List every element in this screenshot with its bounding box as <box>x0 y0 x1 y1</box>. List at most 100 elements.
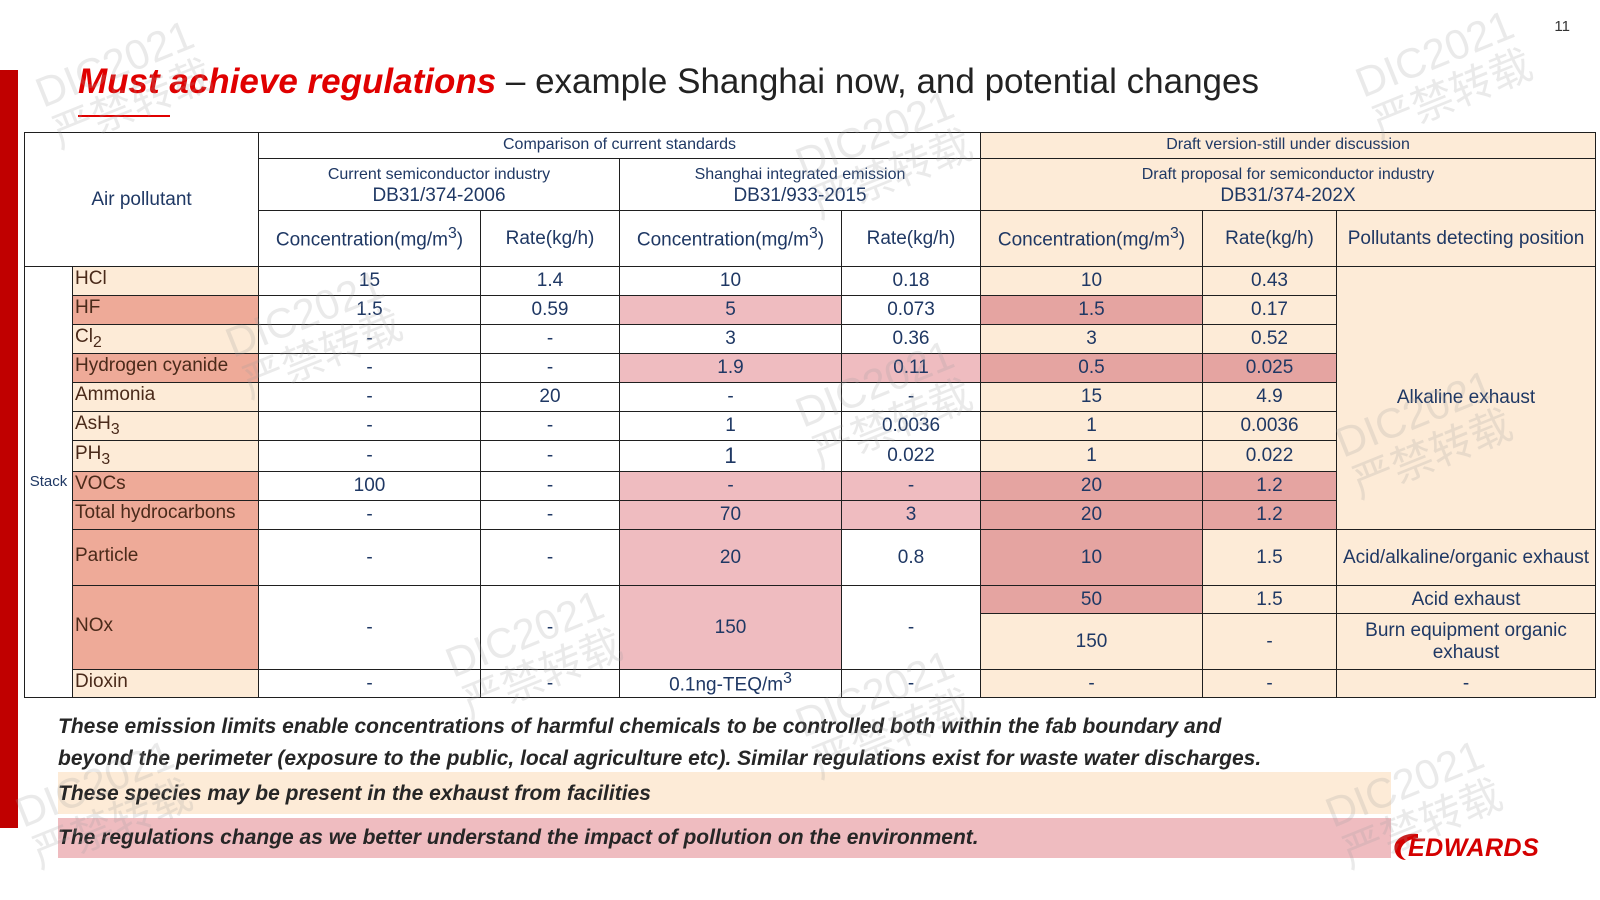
std2-concentration-header: Concentration(mg/m3) <box>619 210 842 267</box>
table-cell: - <box>258 382 481 412</box>
table-cell: 1.5 <box>1202 585 1337 614</box>
legend-pink-text: The regulations change as we better unde… <box>58 826 979 849</box>
table-cell: - <box>480 353 620 383</box>
regulations-table: Air pollutant Comparison of current stan… <box>24 132 1597 698</box>
page-number: 11 <box>1554 18 1570 35</box>
table-cell: 20 <box>480 382 620 412</box>
std3-code: DB31/374-202X <box>1220 184 1356 206</box>
table-cell: 0.0036 <box>841 411 981 441</box>
table-cell: - <box>841 669 981 698</box>
table-cell: - <box>480 669 620 698</box>
table-cell: 1.5 <box>1202 529 1337 586</box>
pollutant-name: Particle <box>72 529 259 586</box>
std1-concentration-header: Concentration(mg/m3) <box>258 210 481 267</box>
legend-beige-swatch <box>58 772 1391 814</box>
std2-header: Shanghai integrated emission DB31/933-201… <box>619 158 981 211</box>
table-row: Stack HCl 15 1.4 10 0.18 10 0.43 Alkalin… <box>24 266 1597 698</box>
table-row: Particle - - 20 0.8 10 1.5 Acid/alkaline… <box>25 529 1597 586</box>
table-cell: 1 <box>619 440 842 472</box>
draft-version-header: Draft version-still under discussion <box>979 132 1597 159</box>
table-cell: 10 <box>619 266 842 296</box>
std2-code: DB31/933-2015 <box>733 184 867 206</box>
table-cell: 100 <box>258 471 481 501</box>
air-pollutant-header: Air pollutant <box>24 132 259 267</box>
table-cell: - <box>841 471 981 501</box>
pollutant-name: HF <box>72 295 259 325</box>
pollutant-name: Dioxin <box>72 669 259 698</box>
table-cell: - <box>480 440 620 472</box>
table-cell: 5 <box>619 295 842 325</box>
position-header: Pollutants detecting position <box>1335 210 1597 267</box>
pollutant-name: NOx <box>72 585 259 670</box>
table-cell: 0.43 <box>1202 266 1337 296</box>
table-cell: - <box>841 585 981 670</box>
table-row: PH3 - - 1 0.022 1 0.022 <box>25 440 1596 472</box>
watermark: DIC2021 严禁转载 <box>1348 0 1539 148</box>
table-cell: 1.9 <box>619 353 842 383</box>
table-row: NOx - - 150 - 50 1.5 Acid exhaust <box>25 585 1597 670</box>
table-row: HF 1.5 0.59 5 0.073 1.5 0.17 <box>25 295 1596 325</box>
table-cell: 0.1ng-TEQ/m3 <box>619 669 842 698</box>
std2-name: Shanghai integrated emission <box>694 165 906 183</box>
edwards-logo: EDWARDS <box>1388 828 1558 864</box>
particle-position-cell: Acid/alkaline/organic exhaust <box>1335 529 1597 586</box>
table-cell: - <box>480 411 620 441</box>
current-standards-header: Comparison of current standards <box>258 132 981 159</box>
pollutant-name: Hydrogen cyanide <box>72 353 259 383</box>
std1-name: Current semiconductor industry <box>327 165 551 183</box>
table-cell: 10 <box>980 529 1203 586</box>
pollutant-name: Total hydrocarbons <box>72 500 259 530</box>
table-cell: - <box>480 471 620 501</box>
title-underline <box>78 115 170 117</box>
table-cell: 1 <box>619 411 842 441</box>
table-cell: 3 <box>619 324 842 354</box>
table-cell: 1.2 <box>1202 500 1337 530</box>
table-cell: 1 <box>980 440 1203 472</box>
table-cell: - <box>258 353 481 383</box>
table-cell: 15 <box>258 266 481 296</box>
table-cell: - <box>841 382 981 412</box>
pollutant-name: VOCs <box>72 471 259 501</box>
table-row: Dioxin - - 0.1ng-TEQ/m3 - - - - <box>25 669 1597 698</box>
table-cell: 0.17 <box>1202 295 1337 325</box>
table-cell: - <box>258 585 481 670</box>
pollutant-name: HCl <box>72 266 259 296</box>
std3-rate-header: Rate(kg/h) <box>1202 210 1337 267</box>
std1-header: Current semiconductor industry DB31/374-2… <box>258 158 620 211</box>
pollutant-name: Cl2 <box>72 324 259 354</box>
explanatory-note: These emission limits enable concentrati… <box>58 711 1261 775</box>
table-cell: 3 <box>841 500 981 530</box>
table-cell: - <box>480 500 620 530</box>
table-cell: - <box>480 585 620 670</box>
table-cell: 0.025 <box>1202 353 1337 383</box>
table-cell: 1.5 <box>980 295 1203 325</box>
acid-exhaust-cell: Acid exhaust <box>1335 585 1597 614</box>
logo-text: EDWARDS <box>1408 834 1540 862</box>
title-emphasis: Must achieve regulations <box>78 62 497 101</box>
table-cell: 150 <box>980 613 1203 670</box>
table-cell: 20 <box>619 529 842 586</box>
table-cell: - <box>480 529 620 586</box>
table-cell: 15 <box>980 382 1203 412</box>
table-cell: - <box>619 471 842 501</box>
table-cell: 0.073 <box>841 295 981 325</box>
table-row: AsH3 - - 1 0.0036 1 0.0036 <box>25 411 1596 441</box>
table-cell: 0.52 <box>1202 324 1337 354</box>
table-cell: 4.9 <box>1202 382 1337 412</box>
table-row: Total hydrocarbons - - 70 3 20 1.2 <box>25 500 1596 530</box>
table-cell: - <box>258 440 481 472</box>
table-cell: 3 <box>980 324 1203 354</box>
table-cell: - <box>619 382 842 412</box>
table-cell: 0.0036 <box>1202 411 1337 441</box>
pollutant-name: Ammonia <box>72 382 259 412</box>
legend-pink-swatch <box>58 818 1391 858</box>
table-cell: 0.36 <box>841 324 981 354</box>
table-row: 150 - Burn equipment organic exhaust <box>25 613 1597 670</box>
table-cell: 1.2 <box>1202 471 1337 501</box>
table-cell: - <box>258 529 481 586</box>
table-cell: 70 <box>619 500 842 530</box>
table-cell: - <box>258 500 481 530</box>
note-line-2: beyond the perimeter (exposure to the pu… <box>58 747 1262 770</box>
dioxin-position-cell: - <box>1335 669 1597 698</box>
std1-code: DB31/374-2006 <box>372 184 506 206</box>
